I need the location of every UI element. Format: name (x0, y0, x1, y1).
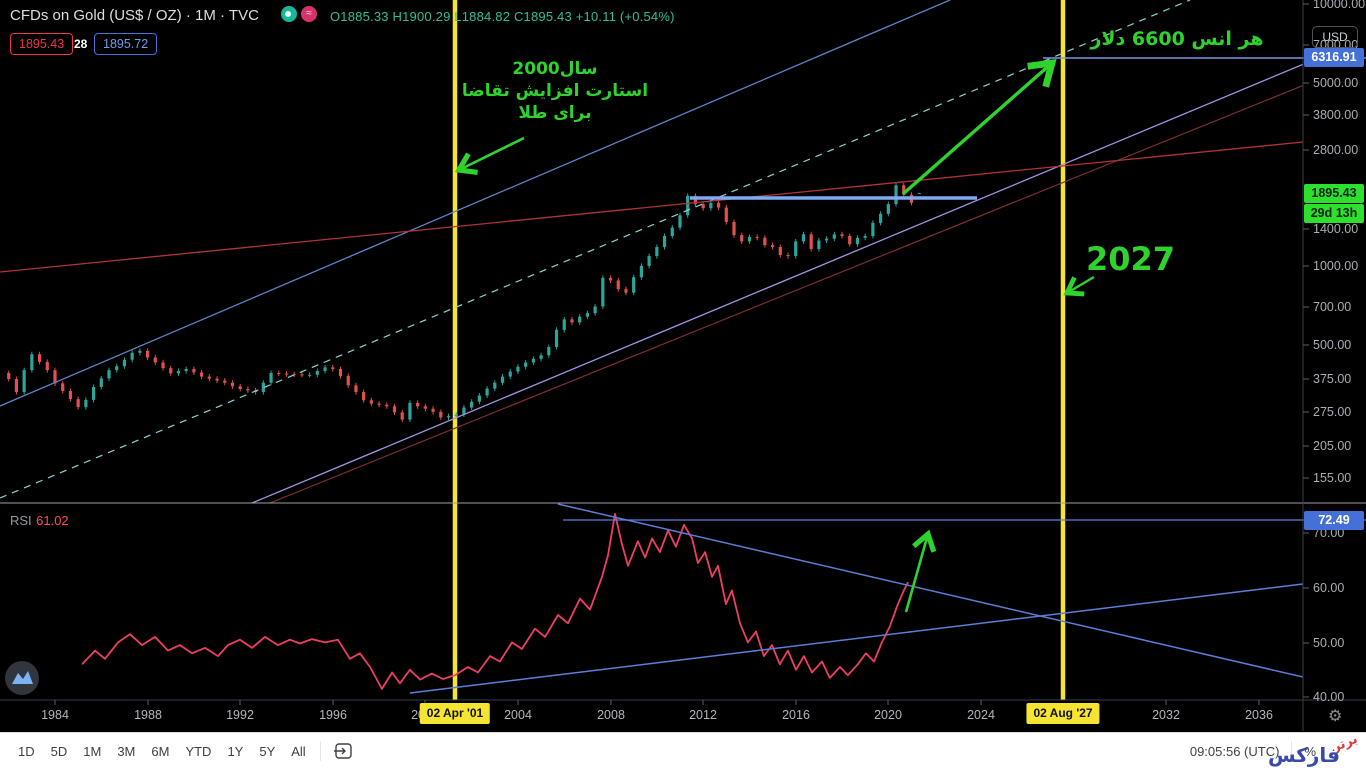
gear-icon[interactable]: ⚙ (1328, 708, 1343, 725)
go-to-date-icon[interactable] (333, 740, 355, 762)
time-tick-label: 1988 (134, 708, 162, 722)
rsi-level-badge: 72.49 (1304, 511, 1364, 530)
range-button-1m[interactable]: 1M (83, 743, 102, 759)
annotation-year2000-line2: استارت افزایش تقاضا (461, 81, 649, 101)
price-tick-label: 1400.00 (1313, 222, 1359, 236)
time-tick-label: 2008 (597, 708, 625, 722)
rsi-tick-label: 40.00 (1313, 690, 1345, 704)
annotation-year2000-line3: برای طلا (518, 103, 592, 123)
price-tick-label: 155.00 (1313, 471, 1352, 485)
range-button-1y[interactable]: 1Y (227, 743, 244, 759)
dot-icon (285, 11, 291, 17)
visibility-toggle-icon[interactable] (281, 6, 297, 22)
target-price-badge: 6316.91 (1304, 48, 1364, 67)
price-tick-label: 5000.00 (1313, 76, 1359, 90)
price-tick-label: 700.00 (1313, 300, 1352, 314)
price-tick-label: 500.00 (1313, 338, 1352, 352)
toolbar-divider (319, 741, 321, 761)
rsi-value: 61.02 (36, 513, 69, 528)
time-tick-label: 2012 (689, 708, 717, 722)
price-tick-label: 10000.00 (1313, 0, 1366, 11)
spread-value: 28 (74, 37, 88, 51)
sell-price-badge[interactable]: 1895.43 (10, 33, 74, 55)
mountain-chart-icon (12, 671, 33, 684)
time-tick-label: 2020 (874, 708, 902, 722)
bar-countdown-badge: 29d 13h (1304, 204, 1364, 223)
toolbar-divider (1291, 741, 1293, 761)
rsi-legend[interactable]: RSI 61.02 (10, 512, 69, 530)
range-button-ytd[interactable]: YTD (185, 743, 212, 759)
range-button-1d[interactable]: 1D (18, 743, 35, 759)
time-tick-label: 1996 (319, 708, 347, 722)
event-date-badge-2027: 02 Aug '27 (1026, 703, 1100, 724)
time-tick-label: 2036 (1245, 708, 1273, 722)
price-tick-label: 1000.00 (1313, 259, 1359, 273)
price-tick-label: 2800.00 (1313, 143, 1359, 157)
time-tick-label: 2016 (782, 708, 810, 722)
range-button-6m[interactable]: 6M (151, 743, 170, 759)
range-button-5d[interactable]: 5D (50, 743, 68, 759)
annotation-target-price: هر انس 6600 دلار (1090, 28, 1264, 50)
buy-price-badge[interactable]: 1895.72 (94, 33, 158, 55)
event-date-badge-2001: 02 Apr '01 (419, 703, 491, 724)
time-tick-label: 1992 (226, 708, 254, 722)
price-tick-label: 375.00 (1313, 372, 1352, 386)
annotation-year2027: 2027 (1086, 240, 1176, 278)
bottom-toolbar: 1D 5D 1M 3M 6M YTD 1Y 5Y All 09:05:56 (UTC) % (0, 732, 1366, 768)
annotation-year2000: سال2000 استارت افزایش تقاضا برای طلا (455, 58, 655, 124)
range-button-5y[interactable]: 5Y (259, 743, 276, 759)
symbol-title[interactable]: CFDs on Gold (US$ / OZ) · 1M · TVC (10, 7, 259, 24)
percent-scale-button[interactable]: % (1304, 743, 1316, 759)
ohlc-readout: O1885.33 H1900.29 L1884.82 C1895.43 +10.… (330, 9, 675, 24)
tradingview-logo-button[interactable] (5, 661, 39, 695)
rsi-tick-label: 50.00 (1313, 636, 1345, 650)
header: CFDs on Gold (US$ / OZ) · 1M · TVC (10, 7, 259, 25)
price-tick-label: 275.00 (1313, 405, 1352, 419)
range-button-3m[interactable]: 3M (117, 743, 136, 759)
time-tick-label: 1984 (41, 708, 69, 722)
time-tick-label: 2004 (504, 708, 532, 722)
range-button-all[interactable]: All (291, 743, 306, 759)
range-buttons: 1D 5D 1M 3M 6M YTD 1Y 5Y All (10, 740, 314, 763)
annotation-year2000-line1: سال2000 (512, 59, 598, 79)
last-price-badge: 1895.43 (1304, 184, 1364, 203)
time-tick-label: 2032 (1152, 708, 1180, 722)
time-tick-label: 2024 (967, 708, 995, 722)
price-tick-label: 3800.00 (1313, 108, 1359, 122)
rsi-tick-label: 60.00 (1313, 581, 1345, 595)
rsi-label: RSI (10, 513, 32, 528)
indicator-toggle-icon[interactable]: ≈ (301, 6, 317, 22)
price-tick-label: 205.00 (1313, 439, 1352, 453)
clock[interactable]: 09:05:56 (UTC) (1189, 743, 1280, 759)
currency-button[interactable]: USD (1312, 26, 1358, 48)
